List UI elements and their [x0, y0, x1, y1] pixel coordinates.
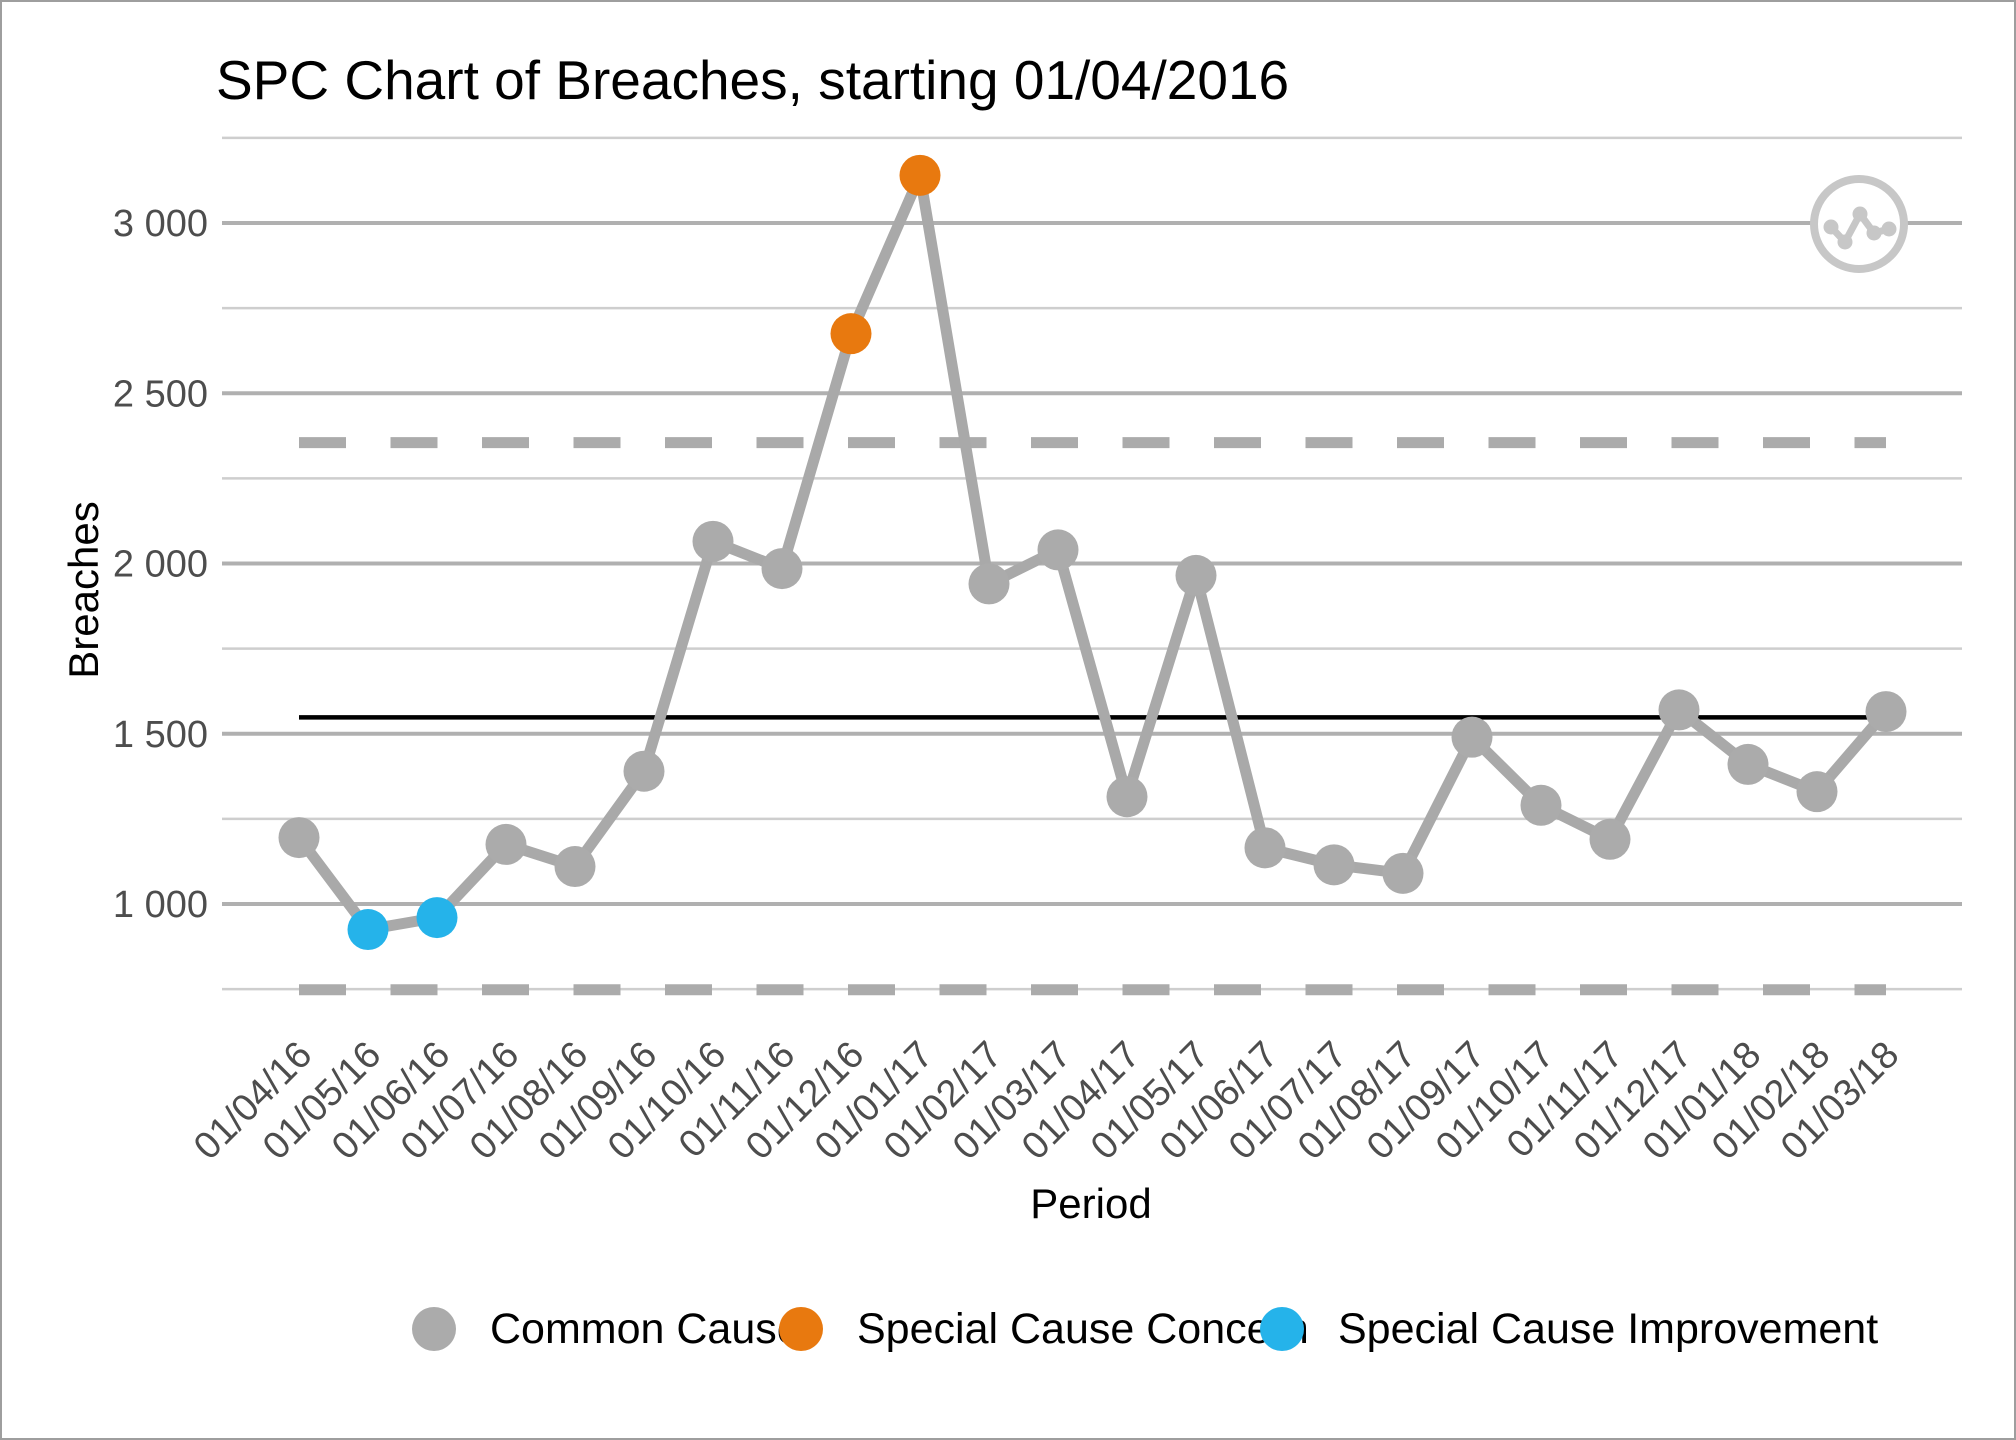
data-point-common — [1727, 743, 1769, 785]
watermark-sparkline-dot — [1866, 225, 1882, 241]
data-point-improvement — [347, 909, 389, 951]
series-group — [293, 169, 1892, 936]
data-point-concern — [899, 154, 941, 196]
data-point-common — [554, 846, 596, 888]
watermark-sparkline-dot — [1837, 234, 1853, 250]
y-tick-label: 1 500 — [113, 714, 208, 756]
data-point-common — [278, 817, 320, 859]
line-chart-watermark-icon — [1810, 175, 1908, 273]
x-axis-title: Period — [1030, 1180, 1152, 1227]
data-point-common — [1175, 554, 1217, 596]
data-point-common — [1037, 529, 1079, 571]
data-point-common — [761, 548, 803, 590]
data-point-common — [1451, 716, 1493, 758]
data-point-improvement — [416, 897, 458, 939]
data-point-common — [1589, 818, 1631, 860]
special-cause-improvement-dot-icon — [1260, 1307, 1304, 1351]
common-cause-dot-icon — [412, 1307, 456, 1351]
data-points-group — [278, 154, 1907, 951]
legend-label-special-cause-concern: Special Cause Concern — [857, 1304, 1309, 1353]
y-tick-label: 2 000 — [113, 544, 208, 586]
legend-label-common-cause: Common Cause — [490, 1304, 801, 1353]
data-point-concern — [830, 313, 872, 355]
data-point-common — [485, 823, 527, 865]
x-tick-labels-group: 01/04/1601/05/1601/06/1601/07/1601/08/16… — [186, 1034, 1907, 1168]
y-tick-label: 3 000 — [113, 203, 208, 245]
data-point-common — [692, 520, 734, 562]
legend-item-special-cause-concern: Special Cause Concern — [779, 1305, 1309, 1353]
data-point-common — [1796, 771, 1838, 813]
special-cause-concern-dot-icon — [779, 1307, 823, 1351]
data-point-common — [1658, 689, 1700, 731]
watermark-sparkline-dot — [1823, 219, 1839, 235]
data-point-common — [1244, 827, 1286, 869]
data-point-common — [1313, 844, 1355, 886]
watermark-sparkline-dot — [1881, 221, 1897, 237]
watermark-circle — [1810, 175, 1908, 273]
y-tick-label: 2 500 — [113, 373, 208, 415]
data-point-common — [623, 750, 665, 792]
series-line — [293, 169, 1892, 936]
y-tick-labels-group: 3 000 2 500 2 000 1 500 1 000 — [113, 203, 208, 926]
legend-item-common-cause: Common Cause — [412, 1305, 801, 1353]
control-limits-group — [299, 437, 1886, 996]
data-point-common — [1382, 852, 1424, 894]
legend-item-special-cause-improvement: Special Cause Improvement — [1260, 1305, 1878, 1353]
legend-label-special-cause-improvement: Special Cause Improvement — [1338, 1304, 1879, 1353]
data-point-common — [1106, 776, 1148, 818]
data-point-common — [1865, 691, 1907, 733]
data-point-common — [968, 563, 1010, 605]
watermark-sparkline-dot — [1852, 206, 1868, 222]
chart-title: SPC Chart of Breaches, starting 01/04/20… — [216, 49, 1290, 111]
y-tick-label: 1 000 — [113, 884, 208, 926]
data-point-common — [1520, 784, 1562, 826]
